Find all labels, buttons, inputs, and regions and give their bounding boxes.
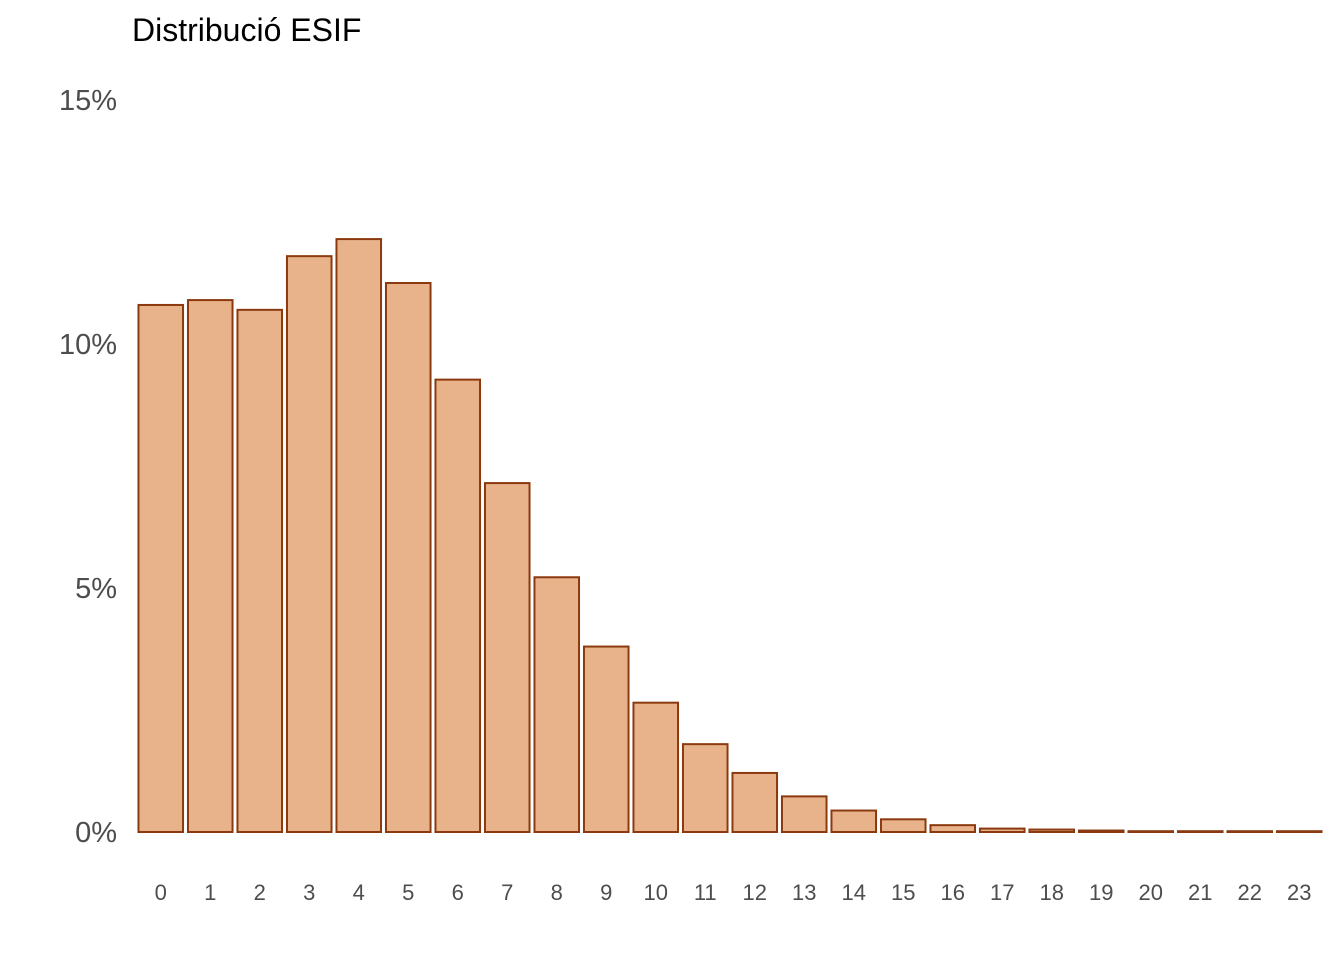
x-tick-label: 4	[353, 880, 365, 905]
x-tick-label: 1	[204, 880, 216, 905]
y-tick-label: 0%	[75, 817, 117, 849]
bar-14	[830, 809, 878, 834]
bar-16	[929, 824, 977, 834]
y-axis-ticks: 0% 5% 10% 15%	[59, 85, 117, 849]
bar-5	[384, 282, 432, 833]
bar-8	[533, 576, 581, 833]
x-tick-label: 19	[1089, 880, 1113, 905]
bar-15	[879, 818, 927, 834]
x-tick-label: 7	[501, 880, 513, 905]
chart-title: Distribució ESIF	[132, 12, 361, 48]
bar-18	[1028, 828, 1076, 833]
x-tick-label: 11	[694, 880, 717, 905]
x-tick-label: 21	[1188, 880, 1212, 905]
x-tick-label: 23	[1287, 880, 1311, 905]
x-tick-label: 22	[1238, 880, 1262, 905]
bar-10	[632, 701, 680, 833]
bar-20	[1127, 830, 1175, 834]
bar-6	[434, 378, 482, 833]
x-tick-label: 9	[600, 880, 612, 905]
y-tick-label: 15%	[59, 85, 117, 117]
bar-13	[780, 795, 828, 833]
bar-1	[186, 299, 234, 833]
x-tick-label: 16	[941, 880, 965, 905]
bar-11	[681, 743, 729, 833]
bar-23	[1275, 830, 1323, 834]
x-axis-ticks: 0 1 2 3 4 5 6 7 8 9 10 11 12 13 14 15 16 17 18 19 20 21 22 23	[155, 880, 1312, 905]
x-tick-label: 6	[452, 880, 464, 905]
y-tick-label: 5%	[75, 573, 117, 605]
bar-17	[978, 827, 1026, 833]
x-tick-label: 5	[402, 880, 414, 905]
bar-9	[582, 645, 630, 833]
x-tick-label: 17	[990, 880, 1014, 905]
x-tick-label: 3	[303, 880, 315, 905]
x-tick-label: 12	[743, 880, 767, 905]
bar-0	[137, 303, 185, 833]
bar-21	[1176, 830, 1224, 834]
bar-19	[1077, 829, 1125, 834]
x-tick-label: 14	[842, 880, 866, 905]
x-tick-label: 0	[155, 880, 167, 905]
bar-7	[483, 482, 531, 833]
bar-3	[285, 255, 333, 834]
x-tick-label: 18	[1040, 880, 1064, 905]
x-tick-label: 8	[551, 880, 563, 905]
bar-12	[731, 771, 779, 834]
bar-2	[236, 308, 284, 833]
x-tick-label: 10	[644, 880, 668, 905]
bars-group	[137, 238, 1323, 834]
bar-4	[335, 238, 383, 833]
bar-22	[1226, 830, 1274, 834]
x-tick-label: 13	[792, 880, 816, 905]
x-tick-label: 2	[254, 880, 266, 905]
x-tick-label: 15	[891, 880, 915, 905]
x-tick-label: 20	[1139, 880, 1163, 905]
y-tick-label: 10%	[59, 329, 117, 361]
